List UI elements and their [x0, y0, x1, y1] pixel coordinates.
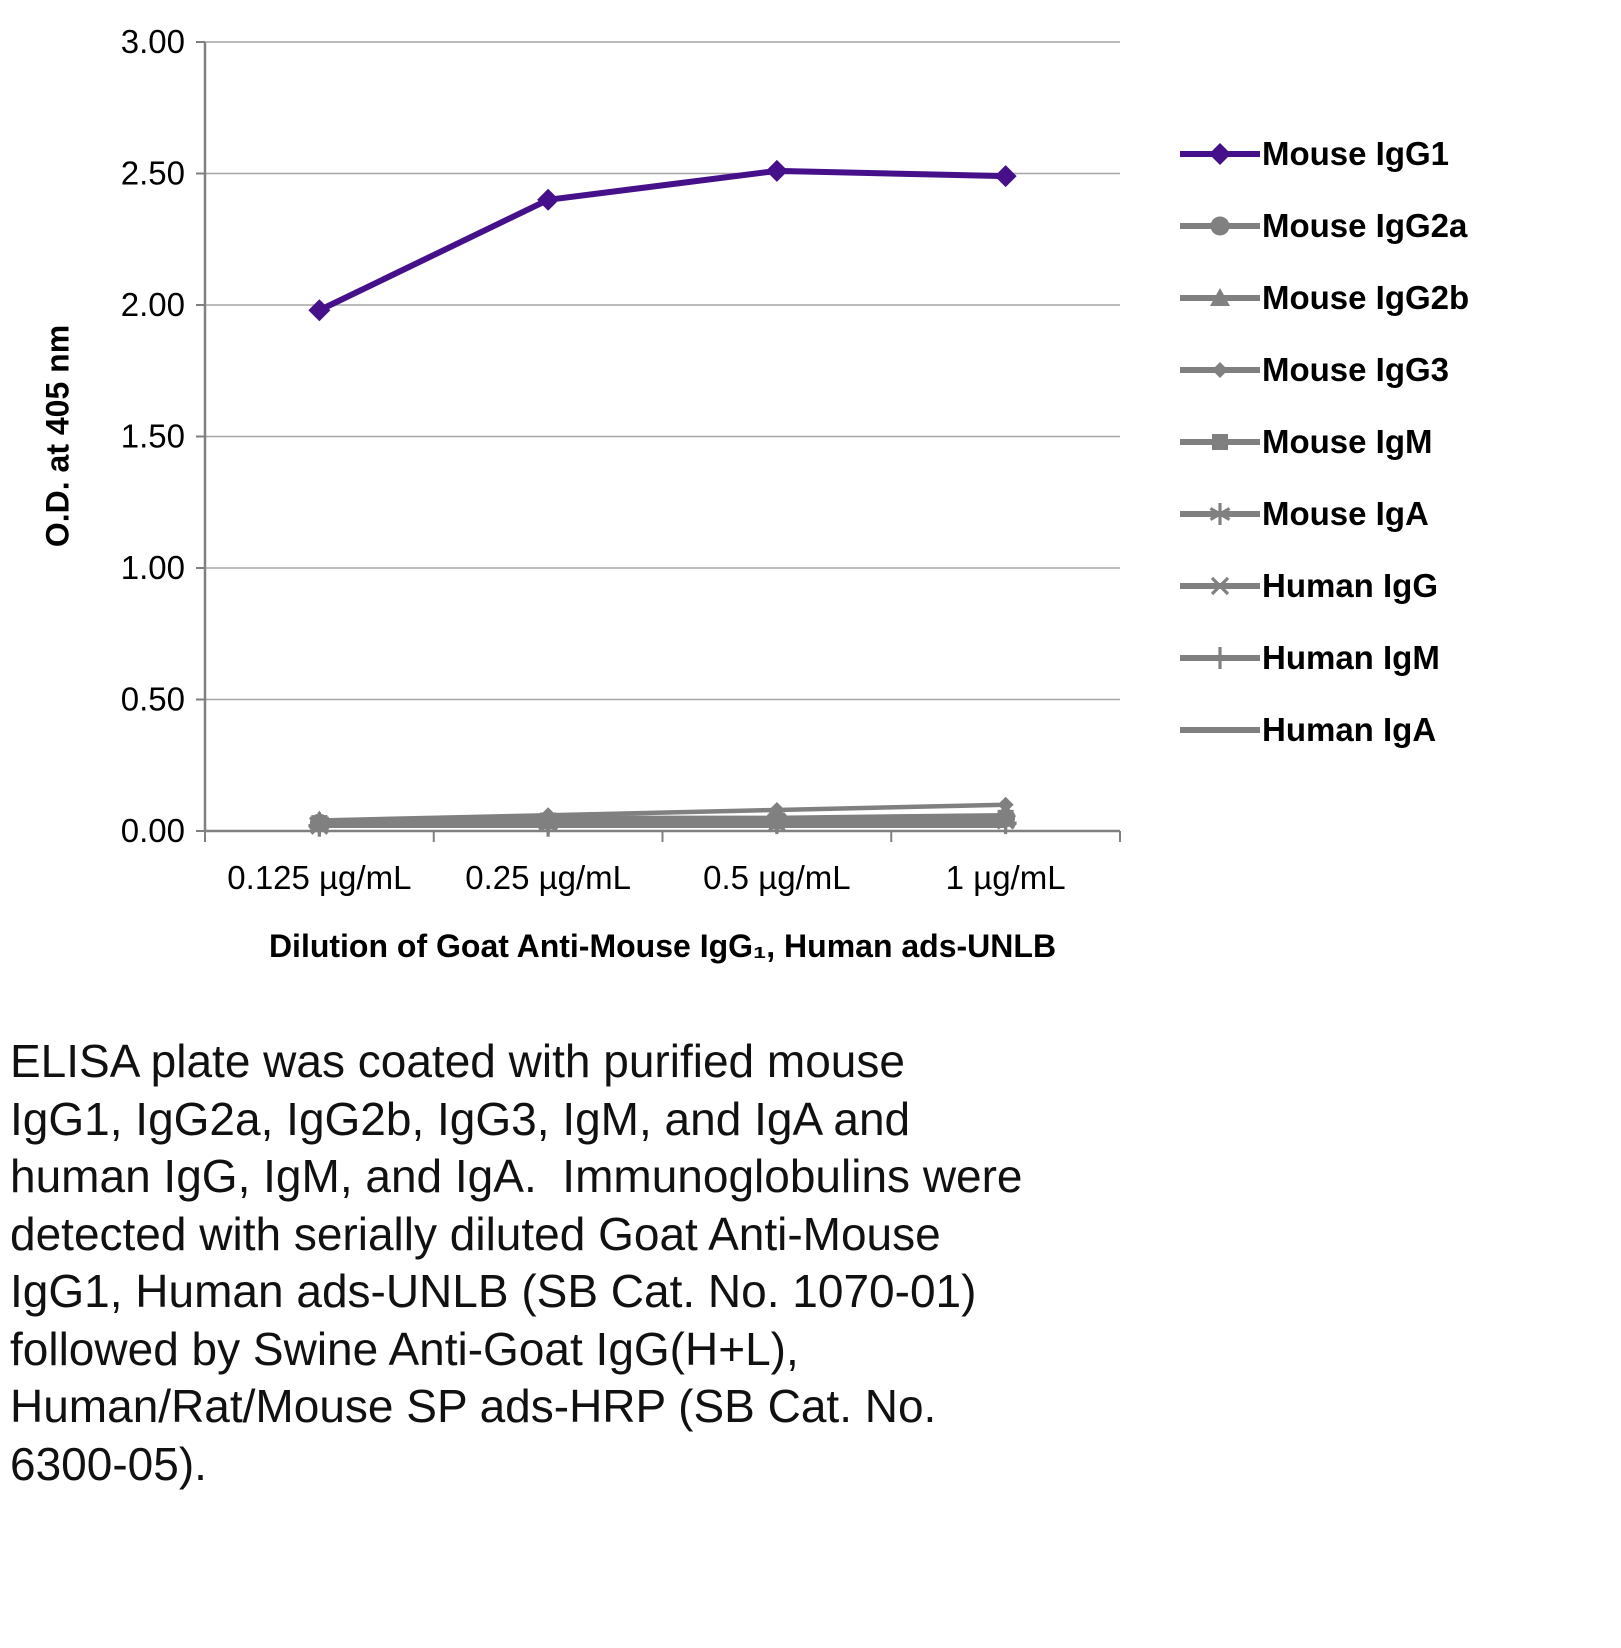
legend-marker-icon [1180, 143, 1260, 165]
legend-item-mouse-igg3: Mouse IgG3 [1180, 334, 1469, 406]
marker [765, 159, 788, 182]
legend-marker-icon [1180, 727, 1260, 733]
series-line-mouse-igg1 [318, 167, 1006, 313]
x-tick-label: 0.25 µg/mL [465, 859, 631, 896]
marker [538, 810, 558, 830]
series-line-mouse-igg2a [319, 815, 1006, 826]
legend-item-human-igm: Human IgM [1180, 622, 1469, 694]
legend-item-mouse-igg2b: Mouse IgG2b [1180, 262, 1469, 334]
legend-item-mouse-igg1: Mouse IgG1 [1180, 118, 1469, 190]
y-tick-label: 1.00 [121, 549, 185, 586]
marker [994, 165, 1017, 188]
series-line-mouse-igg2b [319, 812, 1006, 823]
legend-marker-icon [1180, 503, 1260, 525]
marker [1210, 288, 1230, 306]
x-axis-title: Dilution of Goat Anti-Mouse IgG₁, Human … [268, 928, 1057, 964]
legend-label: Human IgG [1262, 567, 1439, 604]
marker [309, 813, 329, 833]
legend-marker-icon [1180, 647, 1260, 669]
legend-marker-icon [1180, 434, 1260, 450]
marker [1209, 143, 1231, 165]
marker [997, 796, 1014, 813]
legend-label: Human IgA [1262, 711, 1437, 748]
legend-marker-icon [1180, 362, 1260, 378]
legend-label: Mouse IgG2b [1262, 279, 1470, 316]
legend-marker-icon [1180, 288, 1260, 306]
y-tick-label: 2.50 [121, 155, 185, 192]
legend-item-mouse-igg2a: Mouse IgG2a [1180, 190, 1469, 262]
legend-label: Mouse IgG3 [1262, 351, 1450, 388]
y-axis-title: O.D. at 405 nm [39, 324, 76, 548]
x-tick-label: 0.5 µg/mL [703, 859, 850, 896]
legend-item-mouse-iga: Mouse IgA [1180, 478, 1469, 550]
marker [308, 299, 331, 322]
marker [1210, 576, 1230, 596]
marker [1209, 507, 1231, 521]
legend-item-human-igg: Human IgG [1180, 550, 1469, 622]
legend-marker-icon [1180, 576, 1260, 596]
marker [767, 810, 787, 830]
legend-label: Mouse IgG1 [1262, 135, 1450, 172]
chart-area: 0.00 0.50 1.00 1.50 2.00 2.50 3.00 0.125 µg/mL 0… [39, 23, 1470, 964]
y-tick-label: 3.00 [121, 23, 185, 60]
marker [1212, 434, 1228, 450]
x-tick-label: 0.125 µg/mL [227, 859, 411, 896]
marker [996, 808, 1016, 828]
legend-marker-icon [1180, 216, 1260, 236]
marker [537, 188, 560, 211]
marker [1212, 362, 1228, 378]
legend-label: Mouse IgM [1262, 423, 1433, 460]
marker [1210, 216, 1230, 236]
legend-label: Mouse IgA [1262, 495, 1429, 532]
line-chart-plot: 0.00 0.50 1.00 1.50 2.00 2.50 3.00 0.125 µg/mL 0… [121, 23, 1121, 896]
y-tick-label: 0.50 [121, 681, 185, 718]
y-tick-label: 0.00 [121, 812, 185, 849]
chart-legend: Mouse IgG1 Mouse IgG2a Mouse IgG2b Mouse Ig… [1180, 118, 1469, 766]
y-tick-label: 1.50 [121, 418, 185, 455]
y-tick-label: 2.00 [121, 286, 185, 323]
legend-label: Mouse IgG2a [1262, 207, 1468, 244]
legend-label: Human IgM [1262, 639, 1440, 676]
figure-caption: ELISA plate was coated with purified mou… [10, 1035, 1023, 1490]
legend-item-human-iga: Human IgA [1180, 694, 1469, 766]
x-tick-label: 1 µg/mL [946, 859, 1066, 896]
legend-item-mouse-igm: Mouse IgM [1180, 406, 1469, 478]
